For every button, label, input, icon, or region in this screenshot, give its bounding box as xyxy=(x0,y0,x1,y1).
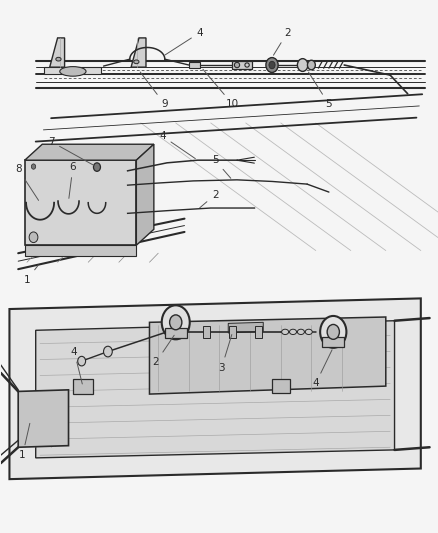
Circle shape xyxy=(31,164,35,169)
Circle shape xyxy=(103,346,112,357)
Ellipse shape xyxy=(281,329,288,335)
Circle shape xyxy=(29,232,38,243)
Text: 1: 1 xyxy=(24,265,38,285)
Text: 4: 4 xyxy=(71,346,82,384)
Ellipse shape xyxy=(304,329,311,335)
Polygon shape xyxy=(25,144,153,160)
Polygon shape xyxy=(202,326,209,338)
Polygon shape xyxy=(49,38,64,67)
Ellipse shape xyxy=(56,58,61,61)
Circle shape xyxy=(161,305,189,340)
Polygon shape xyxy=(10,298,420,479)
Ellipse shape xyxy=(134,60,139,63)
Circle shape xyxy=(93,163,100,171)
Text: 4: 4 xyxy=(312,350,331,389)
Text: 9: 9 xyxy=(140,72,168,109)
Text: 1: 1 xyxy=(19,423,30,460)
Polygon shape xyxy=(188,62,199,68)
Text: 2: 2 xyxy=(199,190,218,208)
Text: 5: 5 xyxy=(211,155,230,178)
Circle shape xyxy=(20,398,27,406)
Circle shape xyxy=(58,433,64,440)
Circle shape xyxy=(326,325,339,340)
Text: 2: 2 xyxy=(273,28,290,55)
Circle shape xyxy=(319,316,346,348)
Polygon shape xyxy=(131,38,146,67)
Text: 7: 7 xyxy=(48,136,94,166)
Circle shape xyxy=(265,58,278,72)
Polygon shape xyxy=(136,144,153,245)
Polygon shape xyxy=(25,245,136,256)
Text: 3: 3 xyxy=(218,335,231,373)
Polygon shape xyxy=(255,326,262,338)
Text: 2: 2 xyxy=(152,335,174,367)
Polygon shape xyxy=(149,317,385,394)
Circle shape xyxy=(297,59,307,71)
Circle shape xyxy=(20,432,27,441)
Ellipse shape xyxy=(234,62,239,68)
Polygon shape xyxy=(18,390,68,447)
Polygon shape xyxy=(25,160,136,245)
Polygon shape xyxy=(272,379,289,393)
Circle shape xyxy=(169,315,181,330)
Text: 10: 10 xyxy=(202,69,239,109)
Ellipse shape xyxy=(289,329,296,335)
Circle shape xyxy=(78,357,85,366)
Text: 4: 4 xyxy=(159,131,195,159)
Circle shape xyxy=(268,61,275,69)
Polygon shape xyxy=(229,326,236,338)
Polygon shape xyxy=(321,337,343,348)
Polygon shape xyxy=(164,328,186,338)
Polygon shape xyxy=(228,322,263,333)
Ellipse shape xyxy=(60,67,86,76)
Polygon shape xyxy=(73,379,92,394)
Polygon shape xyxy=(35,321,394,458)
Circle shape xyxy=(307,60,314,70)
Ellipse shape xyxy=(297,329,304,335)
Text: 5: 5 xyxy=(308,72,332,109)
Text: 8: 8 xyxy=(15,164,39,200)
Polygon shape xyxy=(44,67,101,74)
Text: 6: 6 xyxy=(69,162,76,198)
Text: 4: 4 xyxy=(165,28,203,55)
Polygon shape xyxy=(231,61,252,69)
